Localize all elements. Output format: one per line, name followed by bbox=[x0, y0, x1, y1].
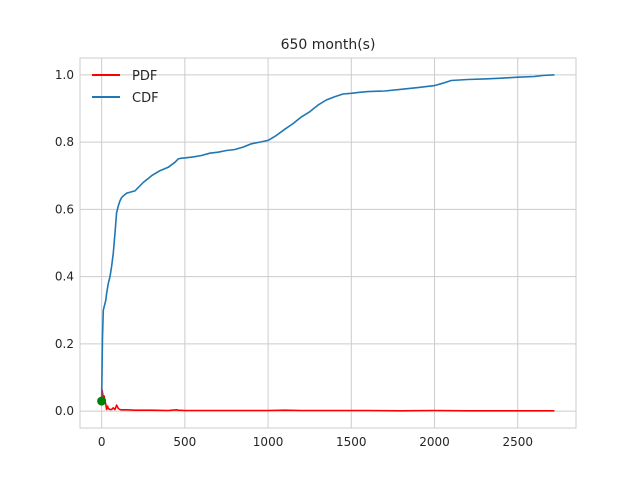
data-layer bbox=[97, 74, 555, 412]
axes-background bbox=[80, 58, 576, 428]
y-tick-label: 0.8 bbox=[55, 135, 74, 149]
pdf-line bbox=[100, 387, 555, 412]
legend-cdf-label: CDF bbox=[132, 91, 159, 106]
chart-title: 650 month(s) bbox=[281, 37, 376, 53]
x-tick-label: 2500 bbox=[502, 435, 533, 449]
x-tick-label: 2000 bbox=[419, 435, 450, 449]
tick-layer: 0 500 1000 1500 2000 2500 0.0 0.2 0.4 0.6 0.8 1.0 bbox=[55, 68, 533, 449]
y-tick-label: 0.2 bbox=[55, 337, 74, 351]
y-tick-label: 1.0 bbox=[55, 68, 74, 82]
x-tick-label: 0 bbox=[98, 435, 106, 449]
marker-point bbox=[97, 396, 107, 406]
x-tick-label: 500 bbox=[173, 435, 196, 449]
y-tick-label: 0.0 bbox=[55, 404, 74, 418]
axes-frame bbox=[79, 57, 577, 429]
y-tick-label: 0.6 bbox=[55, 202, 74, 216]
legend-pdf-label: PDF bbox=[132, 69, 157, 84]
x-tick-label: 1000 bbox=[253, 435, 284, 449]
cdf-line bbox=[100, 74, 555, 402]
y-tick-label: 0.4 bbox=[55, 270, 74, 284]
legend: PDF CDF bbox=[92, 69, 159, 106]
x-tick-label: 1500 bbox=[336, 435, 367, 449]
